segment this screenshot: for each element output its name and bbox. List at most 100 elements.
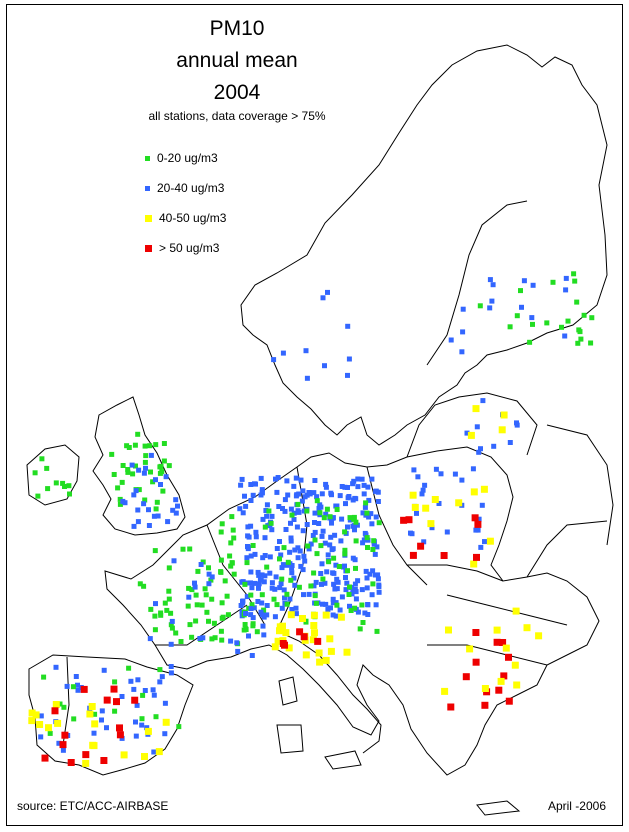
- station-marker: [245, 533, 251, 539]
- station-marker: [239, 579, 245, 585]
- station-marker: [347, 515, 353, 521]
- station-marker: [311, 570, 317, 576]
- station-marker: [126, 445, 132, 450]
- station-marker: [487, 305, 493, 311]
- station-marker: [361, 491, 367, 497]
- station-marker: [301, 553, 307, 559]
- station-marker: [588, 340, 594, 346]
- station-marker: [575, 340, 581, 346]
- station-marker: [319, 491, 325, 497]
- station-marker: [337, 607, 343, 613]
- station-marker: [325, 289, 330, 295]
- station-marker: [304, 508, 310, 514]
- station-marker: [148, 452, 154, 458]
- station-marker: [474, 520, 482, 528]
- station-marker: [345, 568, 350, 574]
- station-marker: [54, 719, 62, 727]
- station-marker: [342, 563, 347, 569]
- station-marker: [405, 516, 413, 524]
- station-marker: [312, 510, 318, 516]
- station-marker: [57, 701, 63, 707]
- station-marker: [237, 506, 243, 512]
- station-marker: [141, 753, 148, 760]
- station-marker: [53, 664, 59, 670]
- station-marker: [507, 324, 513, 330]
- station-markers: [28, 271, 595, 767]
- station-marker: [359, 587, 365, 593]
- station-marker: [460, 329, 466, 335]
- station-marker: [175, 503, 180, 509]
- station-marker: [332, 586, 338, 592]
- station-marker: [370, 568, 376, 574]
- station-marker: [291, 575, 297, 581]
- station-marker: [148, 606, 154, 612]
- station-marker: [352, 587, 358, 592]
- station-marker: [505, 653, 512, 661]
- country-outline: [62, 656, 70, 746]
- station-marker: [212, 635, 218, 641]
- station-marker: [419, 491, 425, 497]
- station-marker: [161, 458, 167, 464]
- station-marker: [400, 516, 408, 524]
- station-marker: [369, 476, 375, 482]
- station-marker: [352, 605, 358, 611]
- station-marker: [163, 474, 169, 480]
- station-marker: [493, 626, 501, 634]
- station-marker: [59, 741, 67, 749]
- station-marker: [150, 687, 156, 693]
- station-marker: [144, 727, 152, 735]
- station-marker: [462, 673, 470, 681]
- station-marker: [338, 538, 344, 544]
- station-marker: [523, 624, 531, 632]
- station-marker: [209, 574, 215, 580]
- station-marker: [257, 577, 263, 583]
- station-marker: [373, 514, 379, 520]
- station-marker: [473, 553, 480, 561]
- station-marker: [370, 581, 376, 587]
- station-marker: [476, 449, 482, 455]
- station-marker: [264, 564, 270, 570]
- station-marker: [342, 551, 348, 557]
- station-marker: [153, 506, 159, 512]
- station-marker: [193, 592, 199, 598]
- station-marker: [330, 570, 336, 576]
- station-marker: [574, 299, 580, 305]
- station-marker: [185, 603, 191, 609]
- station-marker: [370, 547, 376, 552]
- station-marker: [490, 282, 496, 288]
- station-marker: [322, 580, 328, 586]
- station-marker: [218, 557, 224, 563]
- station-marker: [514, 420, 519, 426]
- station-marker: [329, 547, 335, 553]
- station-marker: [368, 511, 374, 517]
- map-title-line3: 2004: [213, 81, 261, 104]
- station-marker: [126, 665, 132, 671]
- station-marker: [320, 576, 326, 582]
- station-marker: [334, 602, 340, 608]
- station-marker: [228, 540, 234, 546]
- station-marker: [248, 569, 254, 575]
- station-marker: [249, 585, 255, 591]
- station-marker: [308, 541, 314, 547]
- station-marker: [330, 596, 336, 602]
- station-marker: [562, 333, 568, 339]
- station-marker: [245, 546, 251, 552]
- station-marker: [259, 592, 265, 598]
- station-marker: [269, 580, 275, 586]
- station-marker: [136, 487, 142, 493]
- station-marker: [343, 587, 349, 593]
- station-marker: [373, 488, 379, 494]
- station-marker: [130, 471, 136, 477]
- station-marker: [363, 568, 369, 574]
- station-marker: [230, 527, 236, 533]
- station-marker: [269, 585, 275, 591]
- station-marker: [75, 682, 80, 688]
- legend-label: 20-40 ug/m3: [157, 181, 225, 195]
- station-marker: [157, 667, 163, 673]
- country-outline: [427, 644, 548, 666]
- station-marker: [315, 649, 323, 657]
- station-marker: [312, 537, 318, 543]
- station-marker: [186, 585, 192, 591]
- station-marker: [252, 580, 258, 586]
- station-marker: [417, 542, 425, 550]
